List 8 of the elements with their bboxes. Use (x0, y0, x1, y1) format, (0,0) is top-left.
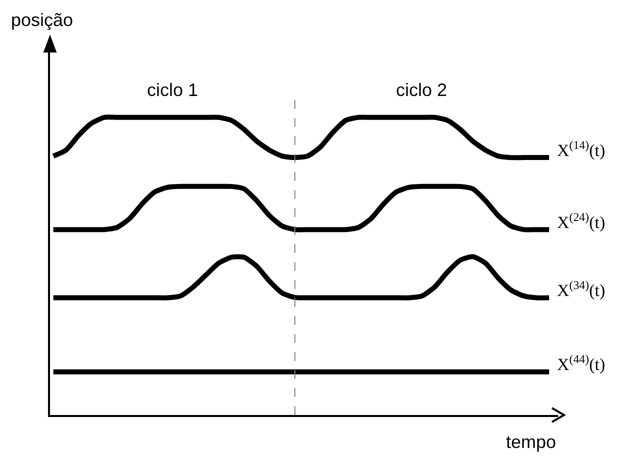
series-label: X$^{(14)}$(t) (557, 138, 606, 160)
series-label: X$^{(44)}$(t) (557, 352, 606, 374)
series-label: X$^{(34)}$(t) (557, 278, 606, 300)
text: ciclo 1 (147, 80, 198, 100)
series-label: X$^{(24)}$(t) (557, 210, 606, 232)
text: ciclo 2 (396, 80, 448, 100)
x-axis-title: tempo (506, 432, 556, 452)
y-axis-title: posição (11, 10, 74, 30)
